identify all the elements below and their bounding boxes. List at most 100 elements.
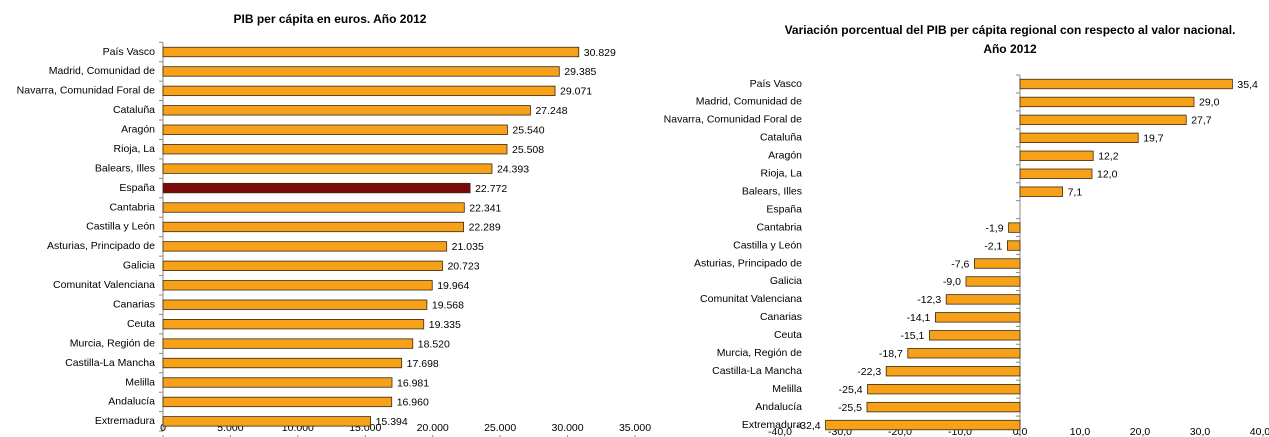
x-tick-label: 30,0 xyxy=(1190,426,1211,437)
value-label: 29,0 xyxy=(1199,97,1220,109)
category-label: Canarias xyxy=(113,299,155,311)
value-label: 29.071 xyxy=(560,86,592,98)
category-label: Cantabria xyxy=(109,201,155,213)
value-label: 22.289 xyxy=(469,222,501,234)
category-label: Madrid, Comunidad de xyxy=(696,96,802,108)
chart-title: Variación porcentual del PIB per cápita … xyxy=(785,23,1236,37)
bar xyxy=(1019,168,1093,179)
category-label: Aragón xyxy=(768,150,802,162)
bar xyxy=(965,276,1021,287)
category-label: Comunitat Valenciana xyxy=(53,279,155,291)
category-label: Rioja, La xyxy=(114,143,156,155)
value-label: 18.520 xyxy=(418,338,450,350)
category-label: Melilla xyxy=(772,383,802,395)
value-label: -25,5 xyxy=(838,402,862,414)
bar xyxy=(162,144,508,155)
category-label: Galicia xyxy=(123,260,155,272)
bar xyxy=(1019,96,1195,108)
bar xyxy=(1019,114,1187,126)
value-label: 22.772 xyxy=(475,183,507,195)
x-tick-label: 20,0 xyxy=(1130,426,1151,437)
value-label: 25.508 xyxy=(512,144,544,156)
value-label: -1,9 xyxy=(986,222,1004,234)
chart-subtitle: Año 2012 xyxy=(983,42,1037,56)
value-label: -2,1 xyxy=(984,240,1002,252)
chart-gdp: PIB per cápita en euros. Año 2012 0 5.000… xyxy=(17,12,651,437)
value-label: -14,1 xyxy=(906,312,930,324)
category-label: Ceuta xyxy=(127,318,155,330)
x-tick-label: 20.000 xyxy=(417,422,449,434)
category-label: Castilla y León xyxy=(86,221,155,233)
value-label: 27.248 xyxy=(535,105,567,117)
bar xyxy=(945,294,1021,305)
value-label: 22.341 xyxy=(469,202,501,214)
value-label: 16.981 xyxy=(397,377,429,389)
bar xyxy=(1006,240,1021,251)
value-label: -12,3 xyxy=(917,294,941,306)
bar xyxy=(907,348,1021,359)
bar xyxy=(162,416,371,427)
bar xyxy=(1019,150,1094,161)
x-tick-label: -10,0 xyxy=(948,426,972,437)
value-label: -7,6 xyxy=(951,258,969,270)
bar xyxy=(1019,132,1139,144)
bar xyxy=(162,182,471,194)
bar xyxy=(162,221,464,233)
x-tick-label: -40,0 xyxy=(768,426,792,437)
category-label: Cataluña xyxy=(760,132,802,144)
category-label: Aragón xyxy=(121,124,155,136)
category-label: Extremadura xyxy=(742,419,802,431)
category-label: Rioja, La xyxy=(761,168,803,180)
bar xyxy=(162,377,393,388)
bar xyxy=(162,280,433,291)
value-label: -22,3 xyxy=(857,366,881,378)
value-label: -18,7 xyxy=(879,348,903,360)
x-tick-label: 40,0 xyxy=(1250,426,1269,437)
value-label: 30.829 xyxy=(584,47,616,59)
category-label: Extremadura xyxy=(95,415,155,427)
chart-title: PIB per cápita en euros. Año 2012 xyxy=(234,12,427,26)
bar xyxy=(162,241,448,252)
bar xyxy=(1008,222,1021,233)
value-label: 21.035 xyxy=(452,241,484,253)
category-label: Castilla y León xyxy=(733,239,802,251)
bar xyxy=(162,357,403,369)
value-label: -15,1 xyxy=(900,330,924,342)
value-label: 27,7 xyxy=(1191,115,1212,127)
category-label: Galicia xyxy=(770,275,802,287)
category-label: Navarra, Comunidad Foral de xyxy=(664,114,802,126)
x-tick-label: 30.000 xyxy=(552,422,584,434)
category-label: País Vasco xyxy=(750,78,802,90)
value-label: 25.540 xyxy=(512,125,544,137)
category-label: Melilla xyxy=(125,376,155,388)
bar xyxy=(162,124,508,135)
bar xyxy=(162,46,580,58)
bar xyxy=(162,260,443,271)
value-label: 19.335 xyxy=(429,319,461,331)
bar xyxy=(162,319,425,330)
category-label: Ceuta xyxy=(774,329,802,341)
bar xyxy=(1019,186,1063,197)
x-tick-label: -20,0 xyxy=(888,426,912,437)
bar xyxy=(162,163,493,174)
x-tick-label: 10,0 xyxy=(1070,426,1091,437)
category-label: Asturias, Principado de xyxy=(694,257,802,269)
bar xyxy=(162,396,393,408)
bar xyxy=(867,383,1021,395)
x-tick-label: -30,0 xyxy=(828,426,852,437)
x-tick-label: 0 xyxy=(160,422,166,434)
value-label: 17.698 xyxy=(407,358,439,370)
bar xyxy=(973,258,1021,269)
category-label: Murcia, Región de xyxy=(717,347,802,359)
category-label: Balears, Illes xyxy=(95,162,155,174)
x-tick-label: 0,0 xyxy=(1013,426,1028,437)
category-label: País Vasco xyxy=(103,46,155,58)
category-label: Navarra, Comunidad Foral de xyxy=(17,85,155,97)
bar xyxy=(928,330,1021,341)
value-label: 19.568 xyxy=(432,300,464,312)
category-label: Castilla-La Mancha xyxy=(65,357,155,369)
value-label: 19,7 xyxy=(1143,133,1164,145)
category-label: España xyxy=(119,182,155,194)
x-tick-label: 25.000 xyxy=(484,422,516,434)
